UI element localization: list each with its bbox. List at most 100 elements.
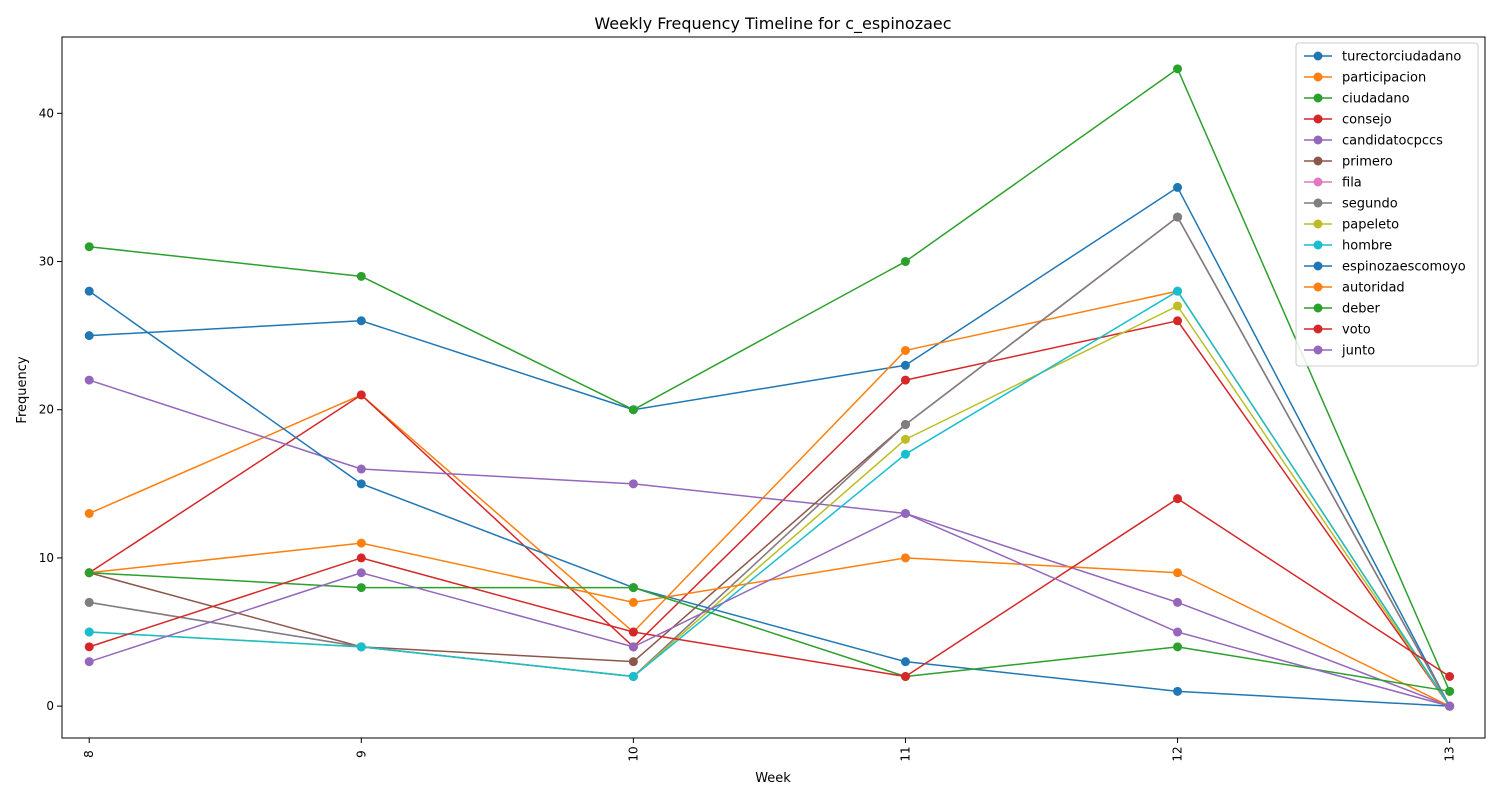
data-point-candidatocpccs [356, 464, 366, 474]
data-point-candidatocpccs [84, 375, 94, 385]
data-point-deber [356, 583, 366, 593]
data-point-junto [1445, 701, 1455, 711]
data-point-consejo [356, 390, 366, 400]
data-point-espinozaescomoyo [900, 657, 910, 667]
data-point-hombre [900, 449, 910, 459]
x-tick-label: 9 [354, 750, 368, 758]
data-point-participacion [900, 345, 910, 355]
series-line-voto [88, 497, 1451, 678]
y-tick-label: 0 [46, 699, 54, 713]
legend-marker-primero [1313, 156, 1323, 166]
x-tick-label: 12 [1171, 746, 1185, 761]
series-line-hombre [89, 290, 1451, 707]
data-point-deber [628, 583, 638, 593]
legend-marker-turectorciudadano [1313, 51, 1323, 61]
series-line-deber [89, 572, 1450, 693]
legend-marker-junto [1313, 345, 1323, 355]
axes-frame [61, 36, 1486, 739]
data-point-junto [1173, 627, 1183, 637]
legend-marker-deber [1313, 303, 1323, 313]
legend-box [1295, 42, 1479, 367]
legend-label-turectorciudadano: turectorciudadano [1342, 50, 1461, 65]
legend: turectorciudadano participacion ciudadano c… [1295, 42, 1479, 367]
data-point-voto [628, 627, 638, 637]
data-point-deber [1173, 642, 1183, 652]
legend-label-consejo: consejo [1342, 113, 1392, 128]
legend-marker-espinozaescomoyo [1313, 261, 1323, 271]
legend-marker-papeleto [1313, 219, 1323, 229]
legend-label-hombre: hombre [1342, 239, 1392, 254]
data-point-segundo [900, 420, 910, 430]
x-tick-label: 10 [626, 746, 640, 761]
data-point-junto [900, 508, 910, 518]
data-point-espinozaescomoyo [1173, 686, 1183, 696]
data-point-turectorciudadano [900, 360, 910, 370]
legend-marker-voto [1313, 324, 1323, 334]
data-point-deber [84, 568, 94, 578]
legend-marker-segundo [1313, 198, 1323, 208]
data-point-deber [1445, 686, 1455, 696]
data-point-segundo [1173, 212, 1183, 222]
series-line-candidatocpccs [88, 379, 1450, 707]
legend-marker-candidatocpccs [1313, 135, 1323, 145]
data-point-consejo [1173, 316, 1183, 326]
data-point-voto [900, 672, 910, 681]
data-point-voto [356, 553, 366, 563]
series-line-turectorciudadano [89, 186, 1451, 707]
y-tick-label: 10 [39, 551, 54, 565]
data-point-ciudadano [1173, 64, 1183, 74]
data-point-ciudadano [356, 271, 366, 281]
chart-title: Weekly Frequency Timeline for c_espinoza… [594, 14, 951, 34]
x-tick-label: 11 [898, 746, 912, 761]
legend-marker-hombre [1313, 240, 1323, 250]
x-tick-label: 13 [1443, 746, 1457, 761]
series-line-segundo [89, 216, 1451, 707]
data-point-autoridad [356, 538, 366, 548]
data-point-autoridad [900, 553, 910, 563]
series-line-consejo [88, 320, 1451, 707]
data-point-voto [84, 642, 94, 652]
data-point-ciudadano [84, 242, 94, 252]
y-tick-label: 30 [39, 255, 54, 269]
legend-label-espinozaescomoyo: espinozaescomoyo [1342, 260, 1466, 275]
data-point-junto [628, 642, 638, 652]
legend-marker-fila [1313, 177, 1323, 187]
legend-label-autoridad: autoridad [1342, 281, 1405, 296]
data-point-participacion [84, 508, 94, 518]
data-point-voto [1173, 494, 1183, 504]
data-point-papeleto [1173, 301, 1183, 311]
y-tick-label: 40 [39, 106, 54, 120]
data-point-junto [356, 568, 366, 578]
legend-label-primero: primero [1342, 155, 1393, 170]
series-line-junto [88, 512, 1450, 707]
x-tick-label: 8 [82, 750, 96, 758]
legend-label-ciudadano: ciudadano [1342, 92, 1410, 107]
legend-marker-consejo [1313, 114, 1323, 124]
data-point-candidatocpccs [1173, 597, 1183, 607]
legend-marker-participacion [1313, 72, 1323, 82]
data-point-espinozaescomoyo [356, 479, 366, 489]
legend-label-segundo: segundo [1342, 197, 1398, 212]
legend-label-deber: deber [1342, 302, 1381, 317]
data-point-segundo [84, 597, 94, 607]
data-point-ciudadano [628, 405, 638, 415]
data-point-autoridad [1173, 568, 1183, 578]
plot-area: 8 9 10 11 12 13 0 10 20 30 40 [39, 36, 1486, 762]
legend-label-junto: junto [1341, 344, 1375, 359]
data-point-turectorciudadano [356, 316, 366, 326]
data-point-autoridad [628, 597, 638, 607]
legend-label-voto: voto [1342, 323, 1371, 338]
legend-marker-autoridad [1313, 282, 1323, 292]
y-axis-title: Frequency [15, 356, 30, 423]
data-point-papeleto [900, 434, 910, 444]
legend-marker-ciudadano [1313, 93, 1323, 103]
data-point-ciudadano [900, 257, 910, 267]
series-line-ciudadano [89, 68, 1451, 692]
x-axis-title: Week [755, 771, 791, 786]
data-point-hombre [1173, 286, 1183, 296]
legend-label-candidatocpccs: candidatocpccs [1342, 134, 1443, 149]
legend-label-fila: fila [1342, 176, 1362, 191]
data-point-turectorciudadano [1173, 182, 1183, 192]
